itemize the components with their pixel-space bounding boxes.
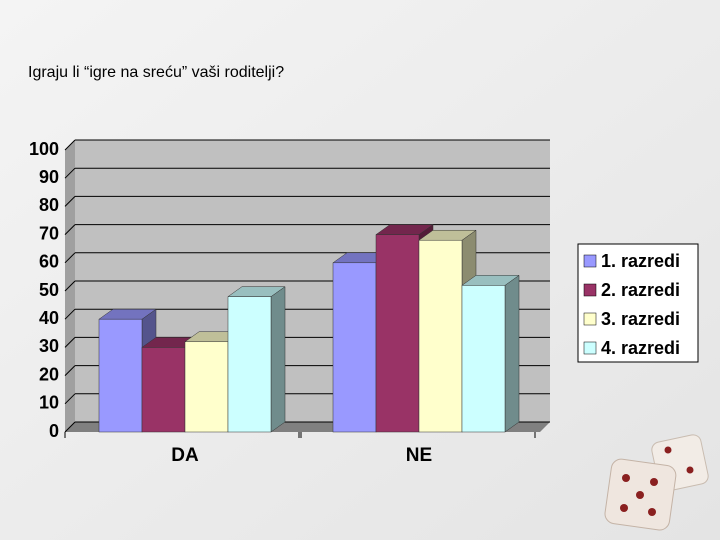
y-tick-label: 10 xyxy=(39,393,59,413)
bar-side xyxy=(504,274,520,433)
bar xyxy=(332,262,377,433)
bar xyxy=(98,318,143,433)
grid-line xyxy=(64,421,76,433)
bar xyxy=(375,234,420,433)
bar xyxy=(418,239,463,433)
grid-line xyxy=(64,308,76,320)
grid-line xyxy=(64,139,76,151)
grid-line xyxy=(64,280,76,292)
y-tick-label: 60 xyxy=(39,252,59,272)
slide-title: Igraju li “igre na sreću” vaši roditelji… xyxy=(28,64,284,81)
y-tick-label: 30 xyxy=(39,336,59,356)
legend-swatch xyxy=(583,341,597,355)
bar xyxy=(184,341,229,433)
bar xyxy=(461,285,506,433)
legend-label: 3. razredi xyxy=(601,309,680,329)
bar xyxy=(141,347,186,433)
y-tick-label: 0 xyxy=(49,421,59,441)
x-tick-label: DA xyxy=(171,445,199,466)
bar xyxy=(227,296,272,433)
dice-decoration xyxy=(604,434,709,531)
grid-line xyxy=(64,252,76,264)
y-tick-label: 90 xyxy=(39,167,59,187)
legend-label: 2. razredi xyxy=(601,280,680,300)
grid-line xyxy=(64,365,76,376)
y-tick-label: 50 xyxy=(39,280,59,300)
legend-label: 1. razredi xyxy=(601,251,680,271)
grid-line xyxy=(64,337,76,348)
y-tick-label: 40 xyxy=(39,308,59,328)
legend-swatch xyxy=(583,254,597,268)
y-tick-label: 100 xyxy=(29,139,59,159)
grid-line xyxy=(64,167,76,179)
x-tick-label: NE xyxy=(406,445,432,466)
y-tick-label: 20 xyxy=(39,364,59,384)
grid-line xyxy=(64,196,76,207)
y-tick-label: 80 xyxy=(39,195,59,215)
bar-side xyxy=(270,286,286,433)
legend-swatch xyxy=(583,312,597,326)
y-tick-label: 70 xyxy=(39,223,59,243)
legend xyxy=(577,243,699,363)
legend-label: 4. razredi xyxy=(601,338,680,358)
legend-swatch xyxy=(583,283,597,297)
grid-line xyxy=(64,393,76,405)
grid-line xyxy=(64,224,76,235)
